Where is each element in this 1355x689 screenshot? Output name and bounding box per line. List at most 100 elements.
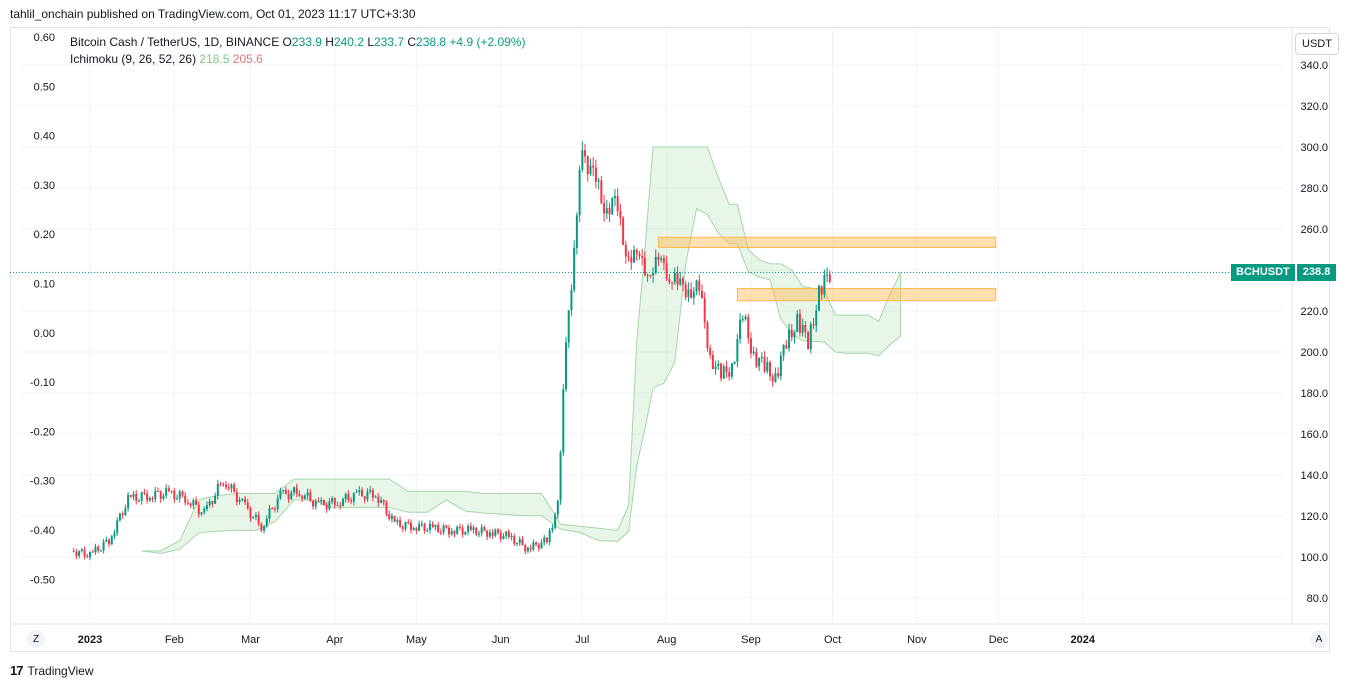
candle-body xyxy=(733,361,736,364)
candle-body xyxy=(301,496,304,499)
candle-body xyxy=(611,198,614,215)
indicator-legend-row: Ichimoku (9, 26, 52, 26) 218.5 205.6 xyxy=(70,51,525,68)
candle-body xyxy=(200,512,203,515)
high-value: 240.2 xyxy=(333,35,364,49)
x-tick-label: May xyxy=(406,634,427,646)
candle-body xyxy=(638,253,641,257)
x-tick-label: Dec xyxy=(989,634,1009,646)
candle-body xyxy=(524,545,527,552)
candle-body xyxy=(687,289,690,298)
candle-body xyxy=(616,196,619,211)
candle-body xyxy=(205,505,208,509)
candle-body xyxy=(777,373,780,377)
y-right-tick-label: 200.0 xyxy=(1300,347,1328,359)
y-left-tick-label: 0.60 xyxy=(34,32,55,44)
candle-body xyxy=(785,345,788,349)
y-right-tick-label: 80.0 xyxy=(1307,593,1328,605)
candle-body xyxy=(567,310,570,343)
candle-body xyxy=(233,484,236,493)
candle-body xyxy=(801,324,804,333)
candle-body xyxy=(575,215,578,248)
candle-body xyxy=(382,500,385,503)
zoom-button[interactable]: Z xyxy=(27,630,45,648)
y-left-tick-label: 0.10 xyxy=(34,279,55,291)
y-right-tick-label: 100.0 xyxy=(1300,552,1328,564)
candle-body xyxy=(586,156,589,174)
x-tick-label: Mar xyxy=(241,634,260,646)
indicator-value-1: 218.5 xyxy=(199,52,230,66)
y-right-tick-label: 260.0 xyxy=(1300,224,1328,236)
candle-body xyxy=(725,366,728,373)
candle-body xyxy=(390,515,393,519)
candle-body xyxy=(448,527,451,535)
candle-body xyxy=(83,549,86,557)
candle-body xyxy=(798,313,801,333)
candle-body xyxy=(711,354,714,370)
candle-body xyxy=(796,313,799,332)
candle-body xyxy=(137,500,140,502)
candle-body xyxy=(679,278,682,285)
candle-body xyxy=(434,524,437,527)
candle-body xyxy=(809,324,812,350)
candle-body xyxy=(140,492,143,501)
candle-body xyxy=(477,533,480,535)
candle-body xyxy=(600,180,603,204)
candle-body xyxy=(246,502,249,509)
candle-body xyxy=(108,539,111,545)
candle-body xyxy=(717,363,720,367)
y-left-tick-label: -0.20 xyxy=(30,426,55,438)
candle-body xyxy=(325,505,328,510)
candle-body xyxy=(453,531,456,534)
candle-body xyxy=(698,280,701,291)
candle-body xyxy=(287,493,290,500)
auto-scale-button[interactable]: A xyxy=(1310,630,1328,648)
candle-body xyxy=(641,256,644,258)
candle-body xyxy=(654,256,657,274)
candle-body xyxy=(543,537,546,543)
candle-body xyxy=(518,539,521,543)
candle-body xyxy=(497,529,499,533)
tradingview-logo[interactable]: 17 TradingView xyxy=(10,663,94,678)
candle-body xyxy=(437,524,440,533)
candle-body xyxy=(369,489,372,492)
candle-body xyxy=(399,520,402,528)
candle-body xyxy=(312,500,315,507)
candle-body xyxy=(709,348,712,355)
candle-body xyxy=(671,282,674,284)
candle-body xyxy=(736,338,739,362)
x-tick-label: 2024 xyxy=(1071,634,1096,646)
candle-body xyxy=(132,493,135,497)
candle-body xyxy=(720,363,723,379)
currency-button[interactable]: USDT xyxy=(1295,33,1339,55)
candle-body xyxy=(268,508,271,519)
open-value: 233.9 xyxy=(291,35,322,49)
candle-body xyxy=(804,324,807,332)
x-tick-label: Aug xyxy=(657,634,677,646)
candle-body xyxy=(429,523,431,531)
symbol-name[interactable]: Bitcoin Cash / TetherUS, 1D, BINANCE xyxy=(70,35,280,49)
y-right-tick-label: 300.0 xyxy=(1300,142,1328,154)
candle-body xyxy=(499,532,502,540)
ichimoku-cloud xyxy=(141,146,902,554)
candle-body xyxy=(135,493,138,502)
candle-body xyxy=(186,502,189,504)
candle-body xyxy=(510,535,513,538)
candle-body xyxy=(728,372,731,377)
y-left-tick-label: 0.20 xyxy=(34,229,55,241)
candle-body xyxy=(752,351,755,354)
indicator-name[interactable]: Ichimoku (9, 26, 52, 26) xyxy=(70,52,197,66)
candle-body xyxy=(464,531,467,535)
candle-body xyxy=(782,345,785,356)
candle-body xyxy=(415,528,418,531)
candle-body xyxy=(545,537,548,543)
candle-body xyxy=(105,539,108,542)
candle-body xyxy=(257,514,260,524)
candle-body xyxy=(714,366,717,370)
candle-body xyxy=(197,504,200,515)
y-left-tick-label: -0.40 xyxy=(30,525,55,537)
candle-body xyxy=(94,546,97,552)
x-tick-label: Feb xyxy=(165,634,184,646)
candle-body xyxy=(271,508,274,510)
candle-body xyxy=(461,527,464,535)
